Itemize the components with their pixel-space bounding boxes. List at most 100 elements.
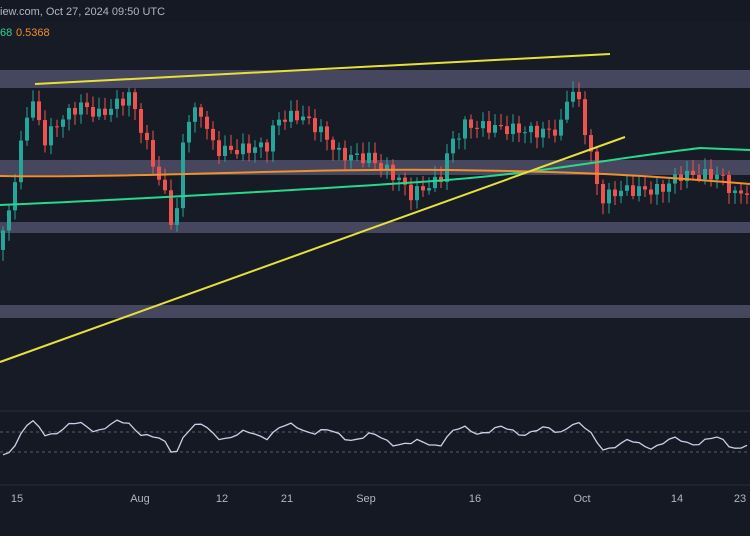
candle-body	[745, 193, 749, 195]
x-tick-label: 15	[11, 493, 23, 505]
candle-body	[79, 102, 83, 115]
candle-body	[235, 149, 239, 155]
candle-body	[289, 110, 293, 122]
candle-body	[163, 179, 167, 191]
candle-body	[355, 153, 359, 155]
candle-body	[649, 189, 653, 195]
candle-body	[565, 101, 569, 120]
candle-body	[523, 132, 527, 134]
candle-body	[307, 116, 311, 119]
candle-body	[421, 186, 425, 191]
x-axis: 15 Aug 12 21 Sep 16 Oct 14 23	[11, 493, 746, 505]
candle-body	[319, 126, 323, 133]
candle-body	[55, 126, 59, 128]
candle-body	[217, 140, 221, 156]
candle-body	[739, 190, 743, 194]
candles	[1, 81, 749, 261]
candle-body	[253, 147, 257, 153]
candle-body	[661, 184, 665, 192]
candle-body	[475, 127, 479, 129]
candle-body	[685, 170, 689, 181]
candle-body	[73, 108, 77, 115]
candle-body	[415, 186, 419, 201]
candle-body	[499, 124, 503, 127]
indicator-value: 68	[0, 27, 12, 39]
candle-body	[607, 189, 611, 204]
candle-body	[511, 123, 515, 135]
zone	[0, 70, 750, 88]
candle-body	[97, 108, 101, 117]
candle-body	[481, 121, 485, 129]
candle-body	[127, 92, 131, 106]
candle-body	[7, 210, 11, 231]
moving-average-green	[0, 146, 750, 206]
candle-body	[547, 128, 551, 130]
candle-body	[223, 145, 227, 156]
candle-body	[379, 163, 383, 170]
candle-body	[31, 101, 35, 118]
candle-body	[583, 99, 587, 136]
candle-body	[613, 189, 617, 197]
x-tick-label: 16	[469, 493, 481, 505]
candle-body	[625, 185, 629, 191]
x-tick-label: Oct	[573, 493, 590, 505]
header-text: iew.com, Oct 27, 2024 09:50 UTC	[0, 6, 165, 18]
candle-body	[679, 174, 683, 181]
x-tick-label: 12	[216, 493, 228, 505]
candle-body	[469, 119, 473, 128]
rsi-line	[2, 419, 748, 456]
candle-body	[85, 102, 89, 108]
candle-body	[397, 177, 401, 181]
candle-body	[727, 174, 731, 193]
x-tick-label: 21	[281, 493, 293, 505]
candle-body	[1, 230, 5, 250]
candle-body	[199, 107, 203, 117]
candle-body	[175, 208, 179, 225]
candle-body	[265, 142, 269, 152]
candle-body	[61, 119, 65, 127]
trend-line	[0, 136, 626, 363]
candle-body	[517, 123, 521, 133]
candle-body	[433, 176, 437, 189]
candle-body	[241, 143, 245, 155]
candle-body	[637, 186, 641, 196]
candle-body	[409, 184, 413, 201]
candle-body	[271, 125, 275, 152]
candle-body	[631, 185, 635, 196]
candle-body	[571, 91, 575, 102]
candle-body	[529, 125, 533, 133]
candle-body	[403, 177, 407, 185]
candle-body	[619, 190, 623, 197]
candle-body	[205, 116, 209, 129]
candle-body	[133, 92, 137, 110]
candle-body	[115, 98, 119, 109]
candle-body	[157, 166, 161, 180]
x-tick-label: Aug	[130, 493, 150, 505]
candle-body	[493, 124, 497, 133]
candle-body	[463, 119, 467, 139]
candle-body	[697, 174, 701, 180]
candle-body	[229, 145, 233, 150]
candle-body	[109, 108, 113, 115]
candle-body	[541, 128, 545, 138]
candle-body	[67, 108, 71, 120]
candle-body	[19, 140, 23, 183]
candle-body	[25, 117, 29, 141]
x-tick-label: 23	[734, 493, 746, 505]
moving-average-orange	[0, 168, 750, 185]
candle-body	[301, 116, 305, 121]
candle-body	[655, 184, 659, 195]
candle-body	[721, 174, 725, 176]
candle-body	[91, 107, 95, 117]
candle-body	[667, 183, 671, 192]
candle-body	[445, 153, 449, 182]
candle-body	[145, 132, 149, 141]
candle-body	[295, 110, 299, 121]
candle-body	[187, 121, 191, 143]
candle-body	[211, 128, 215, 141]
candle-body	[535, 125, 539, 138]
candle-body	[451, 138, 455, 154]
candle-body	[37, 101, 41, 121]
candle-body	[373, 152, 377, 164]
candle-body	[487, 121, 491, 133]
